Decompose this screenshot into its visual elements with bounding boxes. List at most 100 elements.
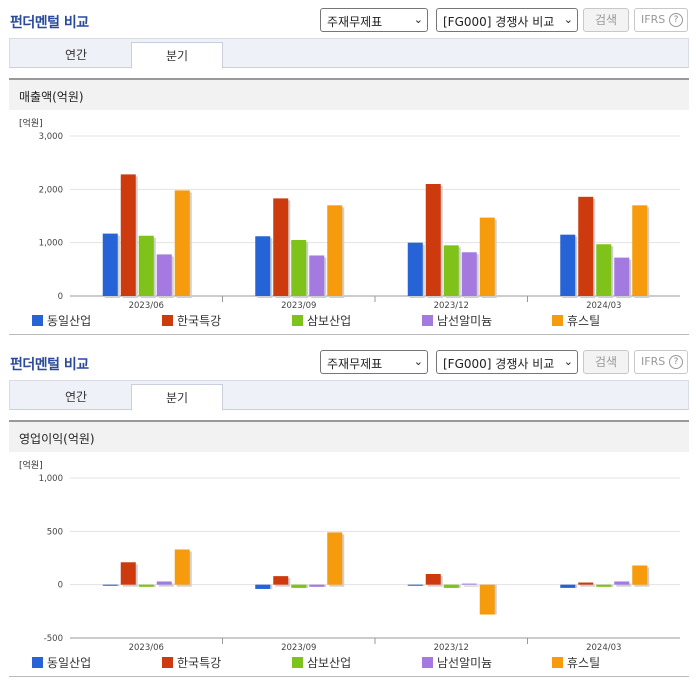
legend-label: 남선알미늄: [437, 656, 493, 670]
help-icon: ?: [669, 13, 683, 27]
bar: [632, 205, 648, 296]
statement-select[interactable]: 주재무제표 ⌄: [320, 8, 428, 32]
bar: [632, 565, 648, 585]
chevron-down-icon: ⌄: [563, 13, 573, 26]
legend-label: 동일산업: [47, 656, 92, 670]
metric-label: 매출액(억원): [19, 90, 84, 104]
legend-label: 휴스틸: [567, 314, 601, 328]
chart-legend: 동일산업 한국특강 삼보산업 남선알미늄 휴스틸: [0, 312, 696, 330]
x-tick-label: 2023/12: [434, 301, 469, 310]
divider: [9, 676, 689, 677]
legend-swatch: [292, 657, 303, 668]
legend-swatch: [422, 315, 433, 326]
legend-label: 삼보산업: [307, 314, 352, 328]
statement-select-value: 주재무제표: [327, 357, 383, 371]
revenue-bar-chart: [억원] 0 1,000 2,000 3,000 2023/06 2023/09 2023/1…: [0, 110, 696, 335]
help-icon: ?: [669, 355, 683, 369]
tab-quarterly[interactable]: 분기: [131, 42, 223, 69]
legend-item[interactable]: 한국특강: [162, 312, 221, 329]
ifrs-button[interactable]: IFRS ?: [634, 350, 688, 374]
legend-item[interactable]: 한국특강: [162, 654, 221, 671]
bar: [102, 233, 118, 296]
legend-swatch: [162, 657, 173, 668]
ifrs-label: IFRS: [641, 13, 666, 26]
bar: [443, 584, 459, 588]
bar: [578, 582, 594, 585]
legend-label: 한국특강: [177, 314, 222, 328]
bar: [120, 562, 136, 585]
legend-item[interactable]: 휴스틸: [552, 312, 600, 329]
section-header: 펀더멘털 비교 주재무제표 ⌄ [FG000] 경쟁사 비교 ⌄ 검색 IFRS…: [0, 0, 696, 38]
bar: [596, 584, 612, 587]
legend-swatch: [552, 657, 563, 668]
legend-label: 남선알미늄: [437, 314, 493, 328]
x-tick-label: 2023/09: [281, 643, 316, 652]
tab-annual[interactable]: 연간: [64, 48, 88, 62]
metric-header: 매출액(억원): [9, 78, 689, 110]
chart-canvas: [억원] -500 0 500 1,000 2023/06 2023/09 2023/12 20…: [19, 459, 680, 652]
legend-item[interactable]: 동일산업: [32, 312, 91, 329]
chart-canvas: [억원] 0 1,000 2,000 3,000 2023/06 2023/09 2023/1…: [19, 117, 680, 310]
bar: [291, 240, 307, 296]
chart-legend: 동일산업 한국특강 삼보산업 남선알미늄 휴스틸: [0, 654, 696, 672]
bar: [443, 245, 459, 296]
peer-group-select[interactable]: [FG000] 경쟁사 비교 ⌄: [436, 350, 578, 374]
legend-label: 휴스틸: [567, 656, 601, 670]
section-header: 펀더멘털 비교 주재무제표 ⌄ [FG000] 경쟁사 비교 ⌄ 검색 IFRS…: [0, 342, 696, 380]
bar: [407, 584, 423, 586]
bar: [156, 581, 172, 585]
x-tick-label: 2023/06: [129, 301, 164, 310]
bar: [596, 244, 612, 296]
section-title: 펀더멘털 비교: [10, 15, 89, 31]
y-tick-label: 1,000: [39, 474, 63, 484]
bar: [407, 242, 423, 296]
legend-item[interactable]: 휴스틸: [552, 654, 600, 671]
peer-group-select[interactable]: [FG000] 경쟁사 비교 ⌄: [436, 8, 578, 32]
legend-label: 한국특강: [177, 656, 222, 670]
tab-quarterly[interactable]: 분기: [131, 384, 223, 411]
operating-profit-bar-chart: [억원] -500 0 500 1,000 2023/06 2023/09 2023/12 20…: [0, 452, 696, 677]
bar-shadow: [158, 583, 174, 587]
statement-select[interactable]: 주재무제표 ⌄: [320, 350, 428, 374]
bar: [255, 236, 271, 296]
bar: [479, 217, 495, 296]
y-tick-label: 0: [58, 581, 63, 591]
x-tick-label: 2023/09: [281, 301, 316, 310]
bar: [273, 576, 289, 585]
section-title: 펀더멘털 비교: [10, 357, 89, 373]
x-tick-label: 2023/06: [129, 643, 164, 652]
ifrs-label: IFRS: [641, 355, 666, 368]
y-tick-label: 2,000: [39, 185, 63, 195]
search-button[interactable]: 검색: [583, 8, 629, 32]
search-button[interactable]: 검색: [583, 350, 629, 374]
legend-item[interactable]: 삼보산업: [292, 312, 351, 329]
bar: [309, 584, 325, 587]
peer-group-select-value: [FG000] 경쟁사 비교: [443, 15, 555, 29]
period-tabs: 연간 분기: [9, 380, 689, 411]
peer-group-select-value: [FG000] 경쟁사 비교: [443, 357, 555, 371]
bar-shadow: [463, 585, 479, 587]
legend-item[interactable]: 동일산업: [32, 654, 91, 671]
bar: [174, 549, 190, 585]
tab-annual[interactable]: 연간: [64, 390, 88, 404]
legend-item[interactable]: 삼보산업: [292, 654, 351, 671]
x-tick-label: 2023/12: [434, 643, 469, 652]
bar: [174, 190, 190, 296]
ifrs-button[interactable]: IFRS ?: [634, 8, 688, 32]
legend-swatch: [292, 315, 303, 326]
unit-label: [억원]: [19, 459, 43, 471]
y-tick-label: -500: [44, 634, 63, 644]
bar: [461, 583, 477, 585]
y-tick-label: 1,000: [39, 239, 63, 249]
legend-swatch: [552, 315, 563, 326]
chevron-down-icon: ⌄: [563, 355, 573, 368]
bar: [309, 255, 325, 296]
x-tick-label: 2024/03: [586, 301, 621, 310]
legend-item[interactable]: 남선알미늄: [422, 312, 492, 329]
legend-swatch: [32, 315, 43, 326]
legend-item[interactable]: 남선알미늄: [422, 654, 492, 671]
legend-swatch: [162, 315, 173, 326]
x-tick-label: 2024/03: [586, 643, 621, 652]
bar: [425, 184, 441, 296]
bar: [479, 584, 495, 615]
